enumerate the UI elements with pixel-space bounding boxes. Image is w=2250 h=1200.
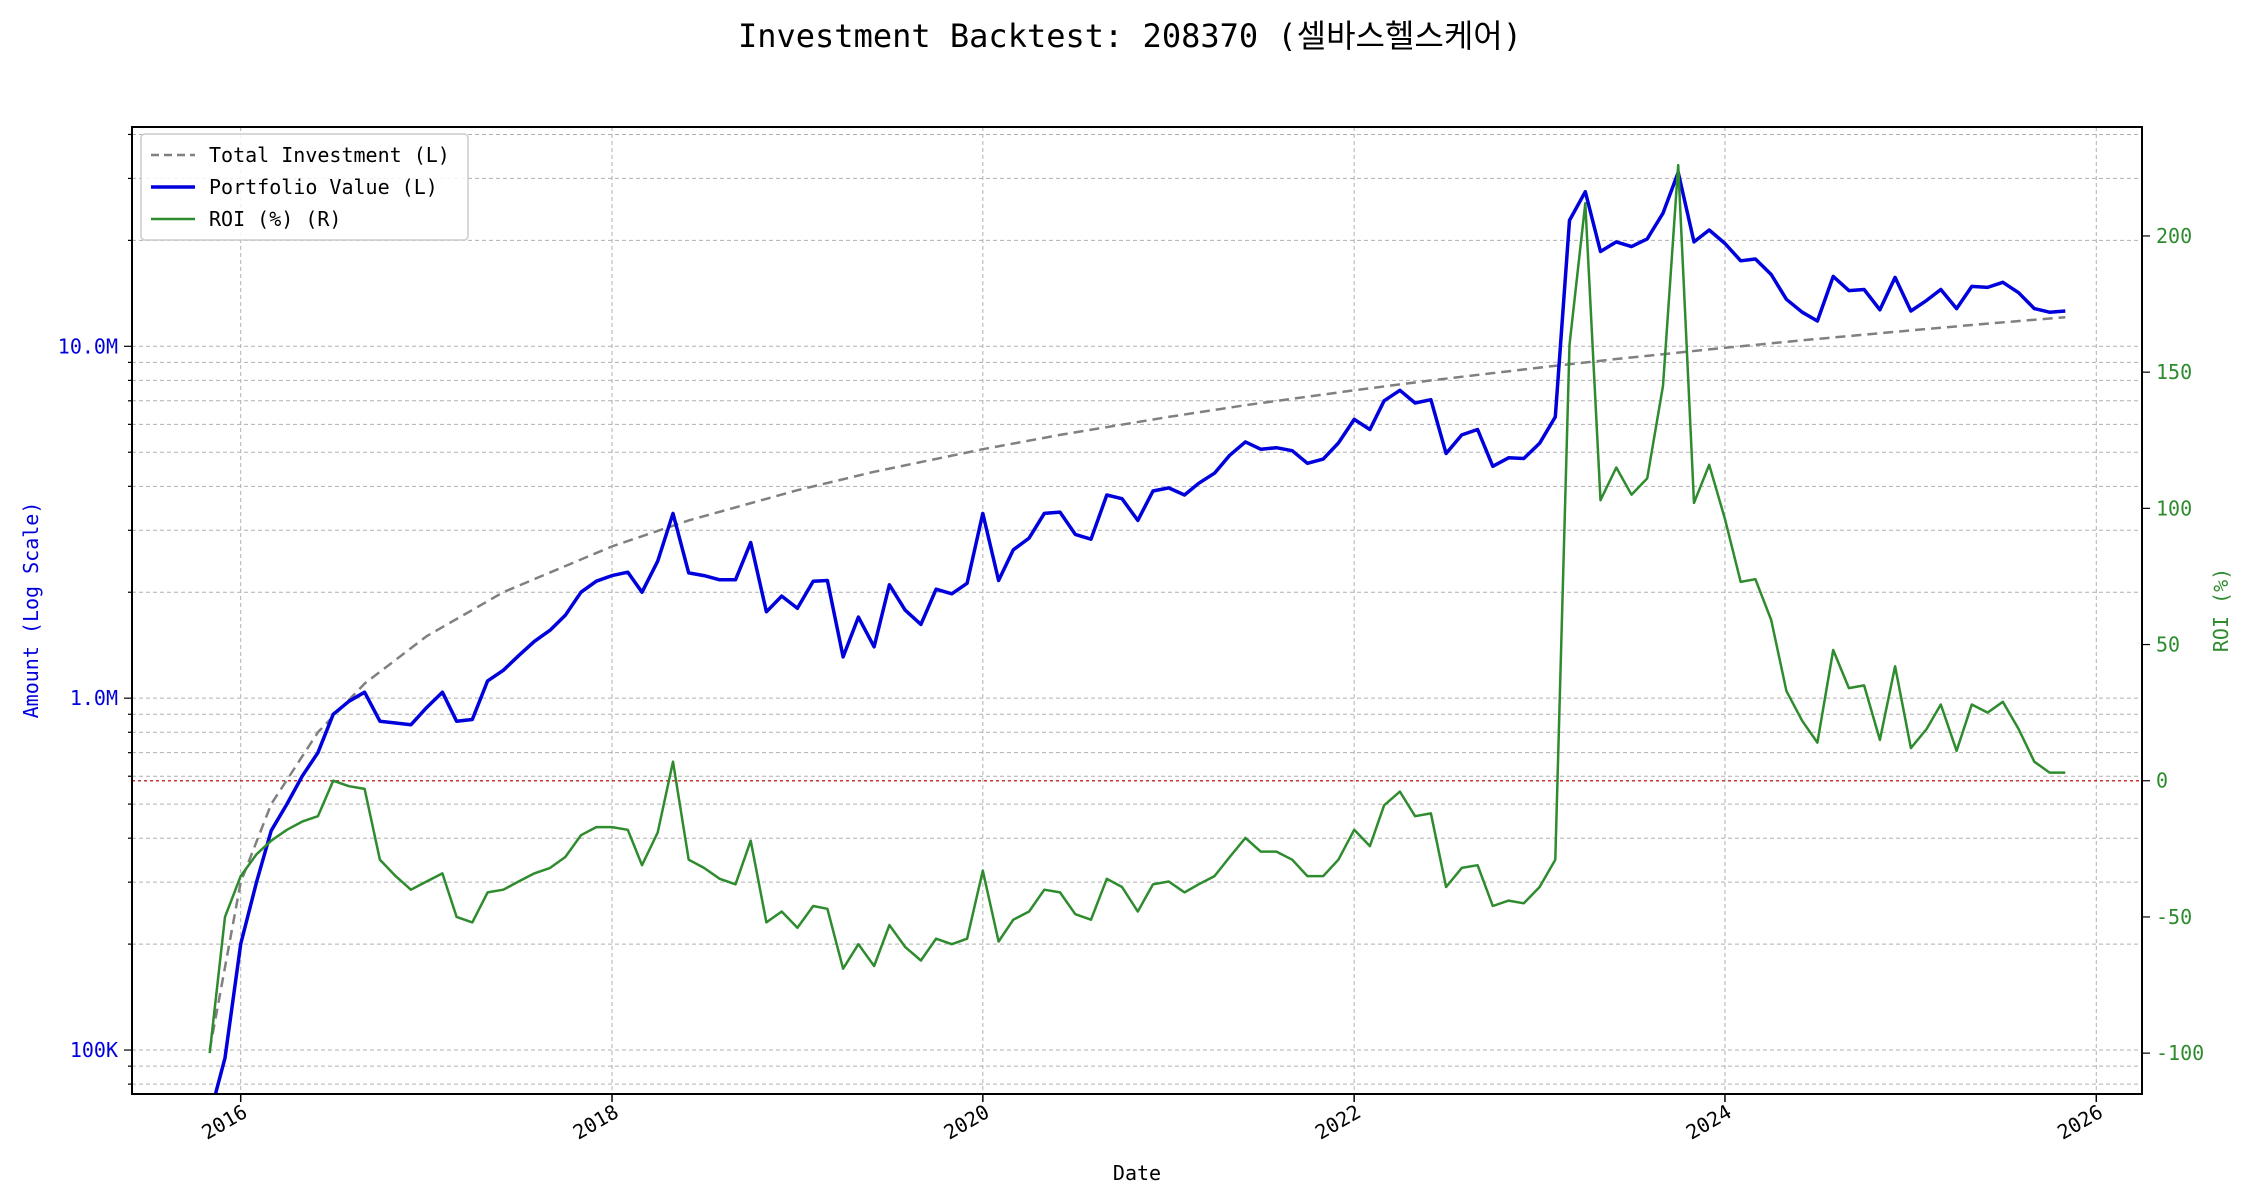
y-axis-left-label: Amount (Log Scale) xyxy=(19,502,43,719)
y-left-tick-label: 1.0M xyxy=(70,686,118,710)
legend: Total Investment (L) Portfolio Value (L) R… xyxy=(140,133,469,241)
chart-title: Investment Backtest: 208370 (셀바스헬스케어) xyxy=(738,17,1522,55)
x-axis-label: Date xyxy=(1113,1161,1161,1185)
x-tick-label: 2022 xyxy=(1311,1100,1365,1145)
series-layer xyxy=(208,163,2066,1094)
y-right-tick-label: 150 xyxy=(2156,360,2192,384)
roi-line xyxy=(208,163,2066,1054)
legend-label: Portfolio Value (L) xyxy=(209,175,438,199)
y-right-tick-label: 0 xyxy=(2156,769,2168,793)
x-tick-label: 2018 xyxy=(569,1100,623,1145)
legend-label: ROI (%) (R) xyxy=(209,207,341,231)
grid xyxy=(132,127,2142,1094)
x-tick-label: 2016 xyxy=(197,1100,251,1145)
y-right-tick-label: -100 xyxy=(2156,1041,2204,1065)
legend-label: Total Investment (L) xyxy=(209,143,450,167)
y-right-tick-label: -50 xyxy=(2156,905,2192,929)
x-tick-label: 2026 xyxy=(2053,1100,2107,1145)
legend-box xyxy=(140,133,469,241)
y-right-tick-label: 50 xyxy=(2156,633,2180,657)
y-left-tick-label: 100K xyxy=(70,1038,118,1062)
plot-frame xyxy=(131,126,2143,1095)
y-right-tick-label: 200 xyxy=(2156,224,2192,248)
x-tick-label: 2024 xyxy=(1682,1100,1736,1145)
y-axis-right-label: ROI (%) xyxy=(2209,568,2233,652)
y-left-tick-label: 10.0M xyxy=(58,334,118,358)
portfolio-value-line xyxy=(213,170,2066,1094)
x-tick-label: 2020 xyxy=(940,1100,994,1145)
axes: 2016 2018 2020 2022 2024 2026 100K 1.0M 10.0M -10… xyxy=(58,133,2204,1145)
y-right-tick-label: 100 xyxy=(2156,496,2192,520)
